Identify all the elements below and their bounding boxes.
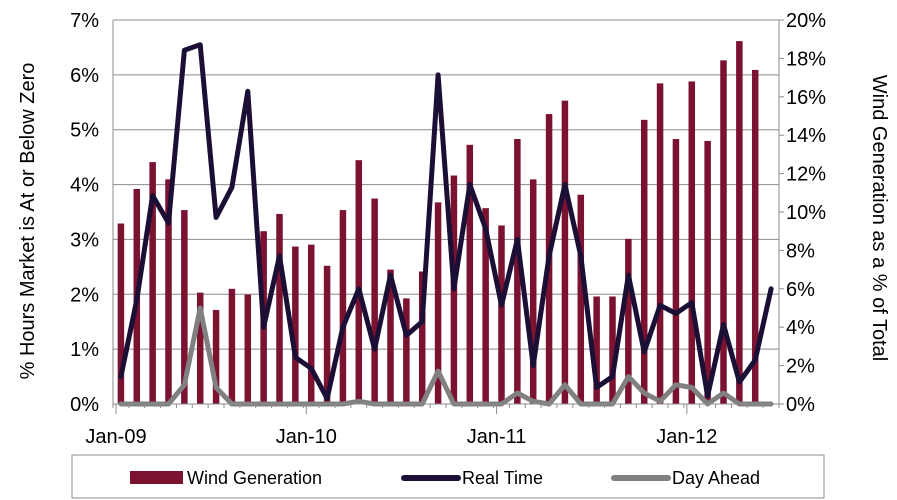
bar-wind-generation bbox=[196, 292, 204, 404]
left-tick-label: 1% bbox=[70, 339, 99, 361]
bar-wind-generation bbox=[165, 179, 172, 404]
legend: Wind Generation Real Time Day Ahead bbox=[71, 454, 825, 499]
bar-wind-generation bbox=[688, 81, 696, 404]
right-tick-label: 14% bbox=[786, 125, 826, 147]
bar-wind-generation bbox=[292, 246, 299, 404]
series-lines bbox=[118, 42, 774, 407]
bar-wind-generation bbox=[514, 139, 521, 405]
bar-wind-generation bbox=[720, 60, 727, 404]
line-real-time bbox=[118, 42, 774, 401]
bar-wind-generation bbox=[403, 298, 410, 404]
left-tick-label: 6% bbox=[70, 65, 99, 87]
bar-wind-generation bbox=[704, 140, 711, 404]
right-tick-label: 18% bbox=[786, 48, 826, 70]
right-tick-label: 12% bbox=[786, 164, 826, 186]
x-tick-label: Jan-12 bbox=[656, 426, 717, 448]
bar-wind-generation bbox=[434, 202, 442, 404]
bar-wind-generation bbox=[228, 288, 236, 404]
bar-wind-generation bbox=[276, 213, 283, 404]
legend-swatch-wind-generation bbox=[130, 471, 183, 484]
line-day-ahead bbox=[118, 305, 774, 407]
right-tick-label: 2% bbox=[786, 356, 815, 378]
legend-label-real-time: Real Time bbox=[462, 468, 543, 488]
left-tick-label: 5% bbox=[70, 120, 99, 142]
x-tick-label: Jan-09 bbox=[85, 426, 146, 448]
right-tick-label: 10% bbox=[786, 202, 826, 224]
bar-wind-generation bbox=[593, 296, 600, 404]
bar-wind-generation bbox=[117, 223, 125, 404]
x-axis-ticks: Jan-09 Jan-10 Jan-11 Jan-12 bbox=[85, 404, 780, 448]
bar-wind-generation bbox=[244, 294, 252, 404]
bar-wind-generation bbox=[625, 238, 632, 404]
bar-wind-generation bbox=[482, 208, 489, 404]
bar-wind-generation bbox=[672, 139, 680, 405]
bar-wind-generation bbox=[149, 162, 156, 404]
right-tick-label: 16% bbox=[786, 87, 826, 109]
left-tick-label: 0% bbox=[70, 394, 99, 416]
legend-label-wind-generation: Wind Generation bbox=[187, 468, 322, 488]
right-axis-ticks: 0% 2% 4% 6% 8% 10% 12% 14% 16% 18% 20% bbox=[779, 10, 826, 416]
right-tick-label: 4% bbox=[786, 317, 815, 339]
bar-wind-generation bbox=[339, 210, 347, 404]
bar-wind-generation bbox=[561, 100, 569, 404]
left-tick-label: 3% bbox=[70, 229, 99, 251]
bar-wind-generation bbox=[656, 83, 664, 405]
right-tick-label: 0% bbox=[786, 394, 815, 416]
left-tick-label: 7% bbox=[70, 10, 99, 32]
bar-wind-generation bbox=[640, 119, 648, 404]
left-tick-label: 2% bbox=[70, 284, 99, 306]
bar-wind-generation bbox=[355, 160, 363, 404]
right-tick-label: 20% bbox=[786, 10, 826, 32]
left-axis-title: % Hours Market is At or Below Zero bbox=[17, 63, 39, 380]
right-axis-title: Wind Generation as a % of Total bbox=[868, 75, 890, 361]
bar-wind-generation bbox=[466, 144, 474, 405]
bar-wind-generation bbox=[736, 41, 743, 405]
legend-label-day-ahead: Day Ahead bbox=[672, 468, 760, 488]
bar-wind-generation bbox=[529, 179, 537, 404]
bar-wind-generation bbox=[498, 225, 505, 404]
left-tick-label: 4% bbox=[70, 175, 99, 197]
bar-wind-generation bbox=[387, 269, 394, 404]
x-tick-label: Jan-10 bbox=[276, 426, 337, 448]
bar-wind-generation bbox=[212, 309, 220, 404]
right-tick-label: 8% bbox=[786, 240, 815, 262]
x-tick-label: Jan-11 bbox=[467, 426, 527, 448]
left-axis-ticks: 0% 1% 2% 3% 4% 5% 6% 7% bbox=[70, 10, 99, 416]
bar-wind-generation bbox=[751, 69, 759, 405]
bar-wind-generation bbox=[577, 194, 585, 404]
bar-wind-generation bbox=[323, 265, 331, 404]
bar-wind-generation bbox=[371, 198, 378, 404]
bar-wind-generation bbox=[609, 296, 616, 404]
bar-wind-generation bbox=[181, 210, 188, 404]
bar-wind-generation bbox=[418, 271, 426, 404]
bar-wind-generation bbox=[307, 244, 315, 404]
right-tick-label: 6% bbox=[786, 279, 815, 301]
